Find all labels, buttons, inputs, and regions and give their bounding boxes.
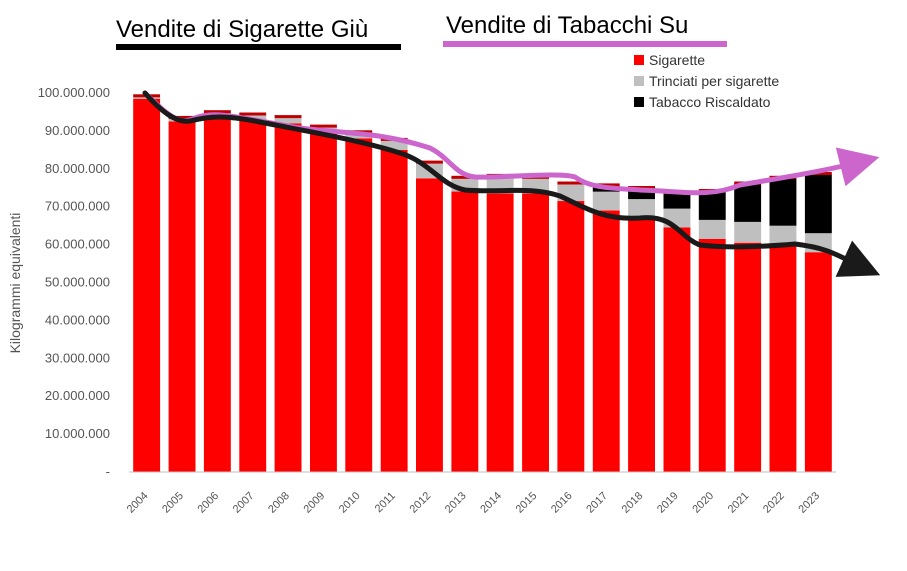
bar-sigarette-2015	[522, 193, 549, 472]
x-tick-label: 2008	[266, 490, 292, 516]
y-tick-label: 70.000.000	[45, 199, 110, 214]
bar-sigarette-2009	[310, 132, 337, 473]
bar-trinciati-per-sigarette-2020	[698, 220, 726, 239]
legend-swatch-tabacco-riscaldato	[634, 97, 644, 107]
bar-sigarette-2012	[416, 178, 443, 473]
bar-cap-2009	[310, 124, 337, 128]
bar-sigarette-2021	[734, 242, 762, 472]
title-tabacchi: Vendite di Tabacchi Su	[446, 12, 688, 39]
y-tick-label: 100.000.000	[38, 85, 110, 100]
bar-sigarette-2022	[769, 246, 797, 472]
y-tick-label: 50.000.000	[45, 275, 110, 290]
bar-sigarette-2007	[239, 119, 267, 472]
y-ticks: - 10.000.000 20.000.000 30.000.000 40.000.00…	[38, 85, 110, 479]
x-tick-label: 2006	[195, 490, 221, 516]
legend: Sigarette Trinciati per sigarette Tabacco …	[634, 52, 779, 110]
x-tick-label: 2013	[443, 490, 469, 516]
x-tick-label: 2018	[620, 490, 646, 516]
bar-trinciati-per-sigarette-2022	[769, 225, 797, 247]
x-tick-label: 2009	[302, 490, 328, 516]
y-tick-label: 20.000.000	[45, 388, 110, 403]
bar-sigarette-2023	[804, 252, 832, 472]
bar-cap-2016	[557, 181, 585, 185]
y-tick-label: 80.000.000	[45, 161, 110, 176]
bar-cap-2013	[451, 175, 479, 179]
x-tick-label: 2021	[726, 490, 752, 516]
x-tick-label: 2019	[655, 490, 681, 516]
bar-tabacco-riscaldato-2021	[734, 184, 762, 222]
title-tabacchi-underline	[443, 41, 727, 47]
trend-line-sigarette	[142, 90, 881, 277]
x-tick-label: 2016	[549, 490, 575, 516]
bar-sigarette-2008	[274, 123, 302, 473]
bar-sigarette-2016	[557, 201, 585, 472]
bar-cap-2007	[239, 112, 267, 116]
y-tick-label: 60.000.000	[45, 237, 110, 252]
bar-sigarette-2011	[380, 149, 408, 472]
bar-cap-2006	[203, 110, 231, 114]
legend-swatch-trinciati-per-sigarette	[634, 76, 644, 86]
title-sigarette-underline	[116, 44, 401, 50]
y-tick-label: 90.000.000	[45, 123, 110, 138]
bar-tabacco-riscaldato-2023	[804, 174, 832, 234]
y-tick-label: 40.000.000	[45, 312, 110, 327]
bar-cap-2008	[274, 115, 302, 119]
bar-sigarette-2006	[203, 116, 231, 472]
legend-label-tabacco-riscaldato: Tabacco Riscaldato	[649, 94, 771, 110]
bar-trinciati-per-sigarette-2021	[734, 221, 762, 243]
legend-swatch-sigarette	[634, 55, 644, 65]
bar-sigarette-2014	[486, 193, 514, 472]
bar-tabacco-riscaldato-2022	[769, 178, 797, 226]
x-tick-label: 2020	[690, 490, 716, 516]
bar-tabacco-riscaldato-2018	[628, 188, 655, 200]
bar-trinciati-per-sigarette-2017	[592, 191, 620, 211]
legend-label-trinciati-per-sigarette: Trinciati per sigarette	[649, 73, 779, 89]
y-tick-label: -	[106, 464, 110, 479]
x-tick-label: 2023	[796, 490, 822, 516]
bar-sigarette-2013	[451, 191, 479, 472]
x-tick-label: 2004	[125, 490, 151, 516]
bar-cap-2018	[628, 186, 655, 189]
bar-tabacco-riscaldato-2019	[663, 193, 691, 209]
x-tick-label: 2017	[584, 490, 610, 516]
bar-sigarette-2010	[345, 138, 373, 472]
y-tick-label: 10.000.000	[45, 426, 110, 441]
bar-trinciati-per-sigarette-2011	[380, 140, 408, 150]
bar-sigarette-2018	[628, 220, 655, 472]
bar-sigarette-2020	[698, 238, 726, 472]
x-tick-label: 2007	[231, 490, 257, 516]
legend-label-sigarette: Sigarette	[649, 52, 705, 68]
bars	[133, 94, 832, 473]
bar-cap-2005	[168, 115, 196, 119]
bar-sigarette-2019	[663, 227, 691, 472]
bar-sigarette-2004	[133, 98, 161, 472]
bar-trinciati-per-sigarette-2018	[628, 199, 655, 220]
bar-sigarette-2005	[168, 121, 196, 473]
y-axis-label: Kilogrammi equivalenti	[7, 213, 23, 354]
x-tick-label: 2015	[514, 490, 540, 516]
x-tick-label: 2012	[408, 490, 434, 516]
bar-sigarette-2017	[592, 210, 620, 472]
title-sigarette: Vendite di Sigarette Giù	[116, 16, 368, 43]
y-tick-label: 30.000.000	[45, 350, 110, 365]
x-ticks: 2004 2005 2006 2007 2008 2009 2010 2011 2012 2013…	[125, 490, 822, 516]
x-tick-label: 2011	[373, 490, 398, 515]
bar-tabacco-riscaldato-2020	[698, 191, 726, 220]
bar-cap-2012	[416, 160, 443, 164]
x-tick-label: 2010	[337, 490, 363, 516]
x-tick-label: 2022	[761, 490, 787, 516]
x-tick-label: 2005	[160, 490, 186, 516]
x-tick-label: 2014	[478, 490, 504, 516]
bar-trinciati-per-sigarette-2008	[274, 117, 302, 124]
